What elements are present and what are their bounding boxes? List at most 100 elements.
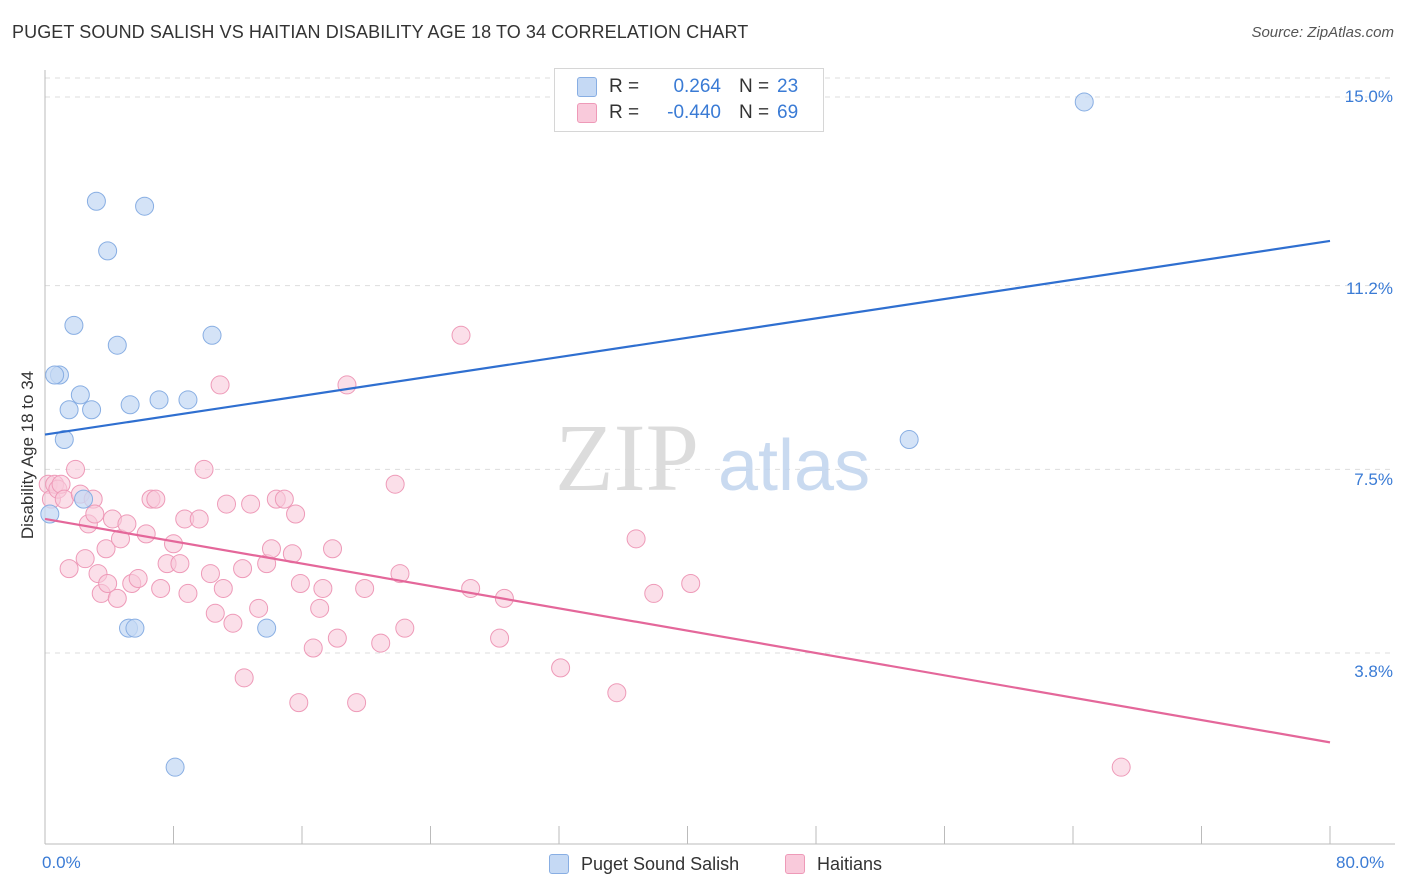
haitians-point (200, 564, 220, 584)
haitians-point (355, 578, 375, 598)
puget-sound-salish-point (135, 196, 155, 216)
legend-n-label: N = (739, 102, 770, 123)
puget-sound-salish-point (899, 430, 919, 450)
puget-sound-salish-point (165, 757, 185, 777)
haitians-point (323, 539, 343, 559)
bottom-legend-label: Haitians (817, 853, 883, 874)
puget-sound-salish-point (54, 430, 74, 450)
haitians-point (327, 628, 347, 648)
haitians-point (681, 574, 701, 593)
legend-swatch-pink (577, 103, 597, 123)
haitians-point (286, 504, 306, 524)
legend-r-value: 0.264 (673, 76, 721, 97)
puget-sound-salish-point (45, 365, 65, 385)
y-axis-label: Disability Age 18 to 34 (18, 370, 37, 540)
haitians-point (85, 504, 105, 524)
x-tick-label-max: 80.0% (1336, 853, 1385, 872)
legend-swatch-blue (577, 77, 597, 97)
puget-sound-salish-point (1074, 92, 1094, 112)
haitians-point (626, 529, 646, 549)
haitians-point (395, 618, 415, 638)
haitians-point (289, 693, 309, 713)
haitians-point (261, 539, 281, 559)
axes (44, 70, 1395, 845)
puget-sound-salish-point (82, 400, 102, 420)
haitians-point (249, 598, 269, 618)
haitians-point (178, 583, 198, 603)
haitians-point (313, 578, 333, 598)
watermark-zip: ZIP (555, 404, 699, 511)
haitians-point (210, 375, 230, 395)
puget-sound-salish-point (257, 618, 277, 638)
haitians-point (644, 583, 664, 603)
haitians-point (59, 559, 79, 579)
haitians-points (38, 325, 1131, 777)
haitians-point (96, 539, 116, 559)
haitians-point (213, 578, 233, 598)
haitians-point (164, 534, 183, 554)
haitians-point (223, 613, 243, 633)
haitians-point (290, 574, 310, 593)
haitians-point (194, 459, 214, 479)
puget-sound-salish-point (64, 315, 84, 335)
haitians-point (117, 514, 137, 534)
haitians-point (274, 489, 294, 509)
legend-r-label: R = (609, 102, 640, 123)
puget-sound-salish-point (107, 335, 127, 355)
legend-r-label: R = (609, 76, 640, 97)
bottom-legend-puget: Puget Sound Salish (549, 852, 739, 876)
haitians-point (310, 598, 330, 618)
haitians-point (385, 474, 405, 494)
haitians-point (451, 325, 471, 345)
haitians-point (234, 668, 254, 688)
bottom-legend-label: Puget Sound Salish (581, 853, 740, 874)
puget-sound-salish-point (74, 489, 94, 509)
puget-sound-salish-points (40, 92, 1094, 777)
haitians-point (233, 559, 253, 579)
bottom-legend-swatch-blue (549, 854, 569, 874)
haitians-point (146, 489, 166, 509)
legend-n-label: N = (739, 76, 770, 97)
legend-r-value: -0.440 (667, 102, 721, 123)
haitians-point (303, 638, 323, 658)
y-tick-label: 7.5% (1354, 470, 1393, 489)
haitians-point (54, 489, 74, 509)
haitians-point (66, 459, 86, 479)
x-tick-label-min: 0.0% (42, 853, 81, 872)
haitians-point (390, 564, 410, 584)
haitians-point (1111, 757, 1131, 777)
haitians-point (490, 628, 510, 648)
haitians-point (128, 569, 148, 589)
haitians-trend-line (44, 517, 1331, 744)
puget-sound-salish-trend-line (44, 239, 1331, 436)
correlation-legend: R = 0.264 N = 23 R = -0.440 N = 69 (554, 68, 824, 132)
y-tick-label: 3.8% (1354, 662, 1393, 681)
haitians-point (98, 574, 118, 593)
puget-sound-salish-point (125, 618, 145, 638)
haitians-point (551, 658, 571, 678)
puget-sound-salish-point (120, 395, 140, 415)
puget-sound-salish-point (178, 390, 198, 410)
watermark: ZIP atlas (555, 404, 870, 511)
haitians-point (347, 693, 367, 713)
chart-source: Source: ZipAtlas.com (1251, 24, 1394, 41)
haitians-point (337, 375, 357, 395)
y-tick-label: 15.0% (1344, 87, 1393, 106)
haitians-point (217, 494, 237, 514)
trend-lines (44, 239, 1331, 744)
puget-sound-salish-point (149, 390, 169, 410)
haitians-point (136, 524, 156, 544)
puget-sound-salish-point (98, 241, 118, 261)
puget-sound-salish-point (70, 385, 90, 405)
puget-sound-salish-point (59, 400, 79, 420)
legend-row-puget: R = 0.264 N = 23 (577, 74, 798, 100)
haitians-point (205, 603, 225, 623)
y-tick-label: 11.2% (1346, 279, 1393, 298)
haitians-point (371, 633, 391, 653)
haitians-point (107, 588, 127, 608)
haitians-point (75, 549, 95, 569)
bottom-legend-haitians: Haitians (785, 852, 882, 876)
haitians-point (151, 578, 171, 598)
haitians-point (170, 554, 190, 574)
legend-row-haitians: R = -0.440 N = 69 (577, 100, 798, 126)
